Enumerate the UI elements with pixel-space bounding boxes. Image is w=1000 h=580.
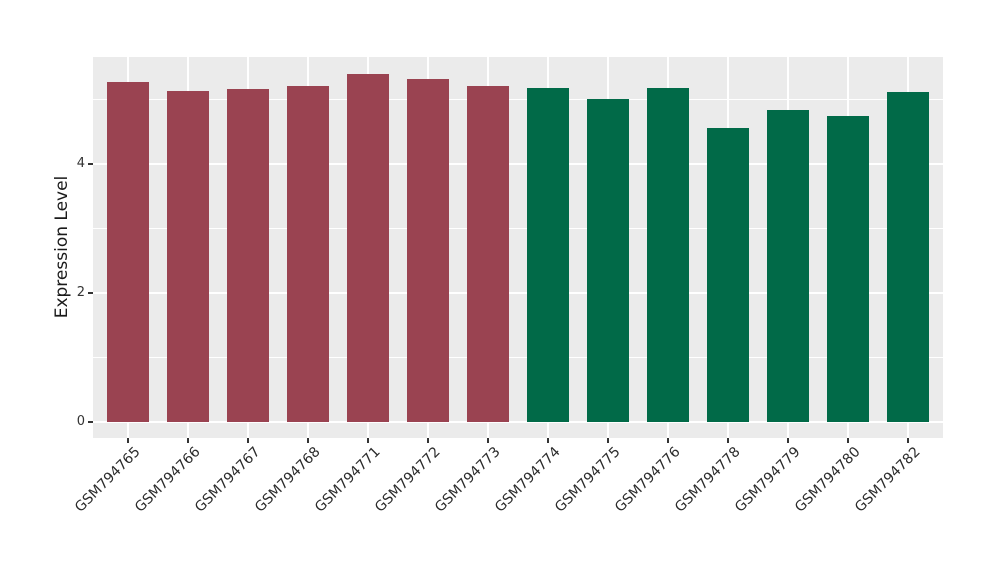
x-tick-GSM794765 xyxy=(127,438,129,443)
x-tick-GSM794774 xyxy=(547,438,549,443)
bar-GSM794780 xyxy=(827,115,869,422)
x-tick-GSM794775 xyxy=(607,438,609,443)
x-tick-GSM794779 xyxy=(787,438,789,443)
bar-GSM794773 xyxy=(467,86,509,422)
bar-GSM794779 xyxy=(767,109,809,422)
gridline-major-y0 xyxy=(93,420,943,423)
x-tick-GSM794771 xyxy=(367,438,369,443)
y-tick-label-0: 0 xyxy=(76,413,85,429)
bar-GSM794774 xyxy=(527,87,569,422)
x-tick-GSM794780 xyxy=(847,438,849,443)
bar-GSM794767 xyxy=(227,89,269,422)
x-tick-GSM794768 xyxy=(307,438,309,443)
bar-GSM794772 xyxy=(407,78,449,422)
bar-GSM794771 xyxy=(347,73,389,422)
x-tick-GSM794782 xyxy=(907,438,909,443)
bar-GSM794766 xyxy=(167,91,209,422)
bar-GSM794768 xyxy=(287,86,329,422)
plot-panel xyxy=(93,57,943,438)
bar-GSM794765 xyxy=(107,82,149,422)
x-tick-GSM794773 xyxy=(487,438,489,443)
x-tick-GSM794776 xyxy=(667,438,669,443)
x-tick-GSM794767 xyxy=(247,438,249,443)
x-tick-GSM794778 xyxy=(727,438,729,443)
y-tick-0 xyxy=(88,421,93,423)
bar-GSM794776 xyxy=(647,87,689,422)
gridline-minor-y5 xyxy=(93,99,943,101)
y-tick-label-4: 4 xyxy=(76,156,85,171)
gridline-minor-y1 xyxy=(93,356,943,358)
x-tick-GSM794772 xyxy=(427,438,429,443)
bar-GSM794775 xyxy=(587,98,629,422)
bar-GSM794782 xyxy=(887,91,929,422)
x-tick-GSM794766 xyxy=(187,438,189,443)
bar-GSM794778 xyxy=(707,127,749,422)
gridline-major-y4 xyxy=(93,163,943,165)
y-axis-title: Expression Level xyxy=(52,175,72,319)
y-tick-4 xyxy=(88,163,93,165)
y-tick-2 xyxy=(88,292,93,294)
gridline-major-y2 xyxy=(93,291,943,294)
y-tick-label-2: 2 xyxy=(76,284,85,300)
gridline-minor-y3 xyxy=(93,227,943,229)
